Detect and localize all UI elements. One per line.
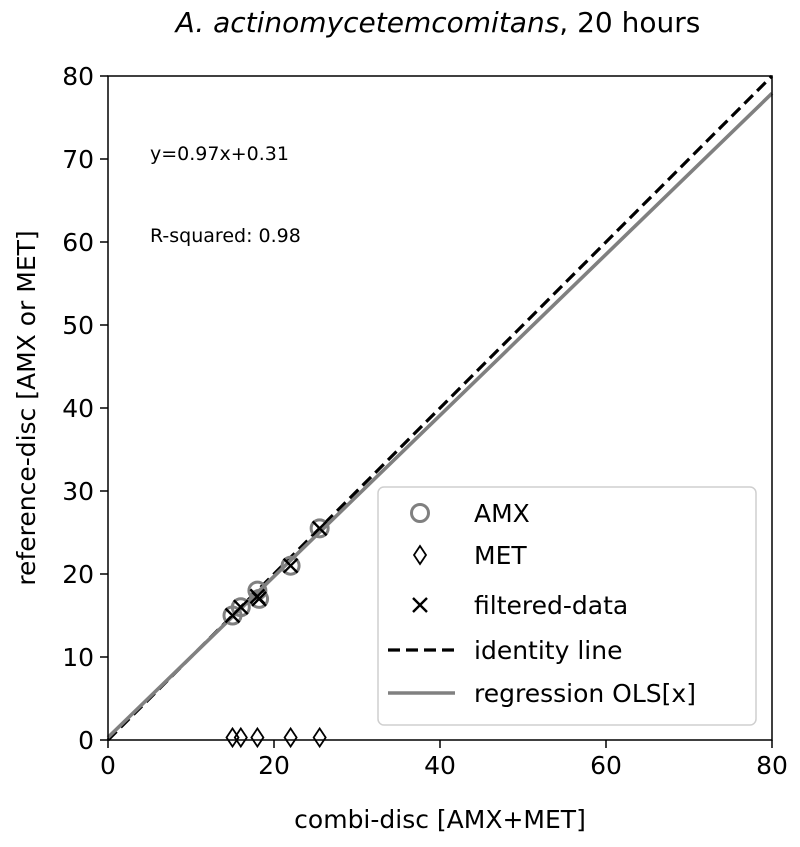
x-tick-label: 0	[100, 751, 116, 780]
x-tick-label: 40	[424, 751, 456, 780]
regression-line	[106, 92, 774, 739]
y-tick-label: 40	[62, 394, 94, 423]
x-tick-label: 20	[258, 751, 290, 780]
y-axis-ticks: 0 10 20 30 40 50 60 70 80	[62, 62, 108, 755]
circle-data-point	[309, 518, 330, 539]
diamond-data-point	[225, 726, 240, 749]
diamond-data-point	[283, 726, 298, 749]
chart-title-suffix: , 20 hours	[559, 6, 700, 39]
legend-entry-label: identity line	[474, 636, 622, 665]
regression-equation: y=0.97x+0.31	[150, 143, 289, 165]
y-tick-label: 50	[62, 311, 94, 340]
x-axis-ticks: 0 20 40 60 80	[100, 740, 788, 780]
plot-points	[222, 518, 330, 749]
r-squared-annotation: R-squared: 0.98	[150, 225, 301, 247]
x-data-point	[282, 557, 299, 574]
diamond-data-point	[312, 726, 327, 749]
legend-x-symbol	[412, 597, 428, 613]
legend-box	[377, 486, 757, 726]
y-tick-label: 70	[62, 145, 94, 174]
y-tick-label: 20	[62, 560, 94, 589]
circle-data-point	[280, 555, 301, 576]
x-axis-label: combi-disc [AMX+MET]	[294, 805, 586, 834]
y-tick-label: 60	[62, 228, 94, 257]
identity-line	[106, 74, 774, 742]
y-tick-label: 80	[62, 62, 94, 91]
legend-entry-label: regression OLS[x]	[474, 679, 696, 708]
legend-entry-label: filtered-data	[474, 591, 628, 620]
x-tick-label: 60	[590, 751, 622, 780]
chart-title: A. actinomycetemcomitans, 20 hours	[174, 6, 701, 39]
diamond-data-point	[233, 726, 248, 749]
circle-data-point	[249, 588, 270, 609]
y-tick-label: 30	[62, 477, 94, 506]
y-tick-label: 10	[62, 643, 94, 672]
legend-entry-label: MET	[474, 541, 527, 570]
legend: AMX MET filtered-data identity line regressi…	[377, 486, 757, 726]
x-tick-label: 80	[756, 751, 788, 780]
chart-title-species: A. actinomycetemcomitans	[174, 6, 560, 39]
diamond-data-point	[250, 726, 265, 749]
plot-lines	[106, 74, 774, 742]
x-data-point	[232, 599, 249, 616]
legend-circle-symbol	[410, 503, 430, 523]
y-axis-label: reference-disc [AMX or MET]	[12, 230, 41, 585]
x-data-point	[251, 591, 267, 607]
x-data-point	[311, 520, 328, 537]
legend-entry-label: AMX	[474, 499, 530, 528]
legend-diamond-symbol	[412, 544, 428, 566]
circle-data-point	[230, 597, 251, 618]
y-tick-label: 0	[78, 726, 94, 755]
